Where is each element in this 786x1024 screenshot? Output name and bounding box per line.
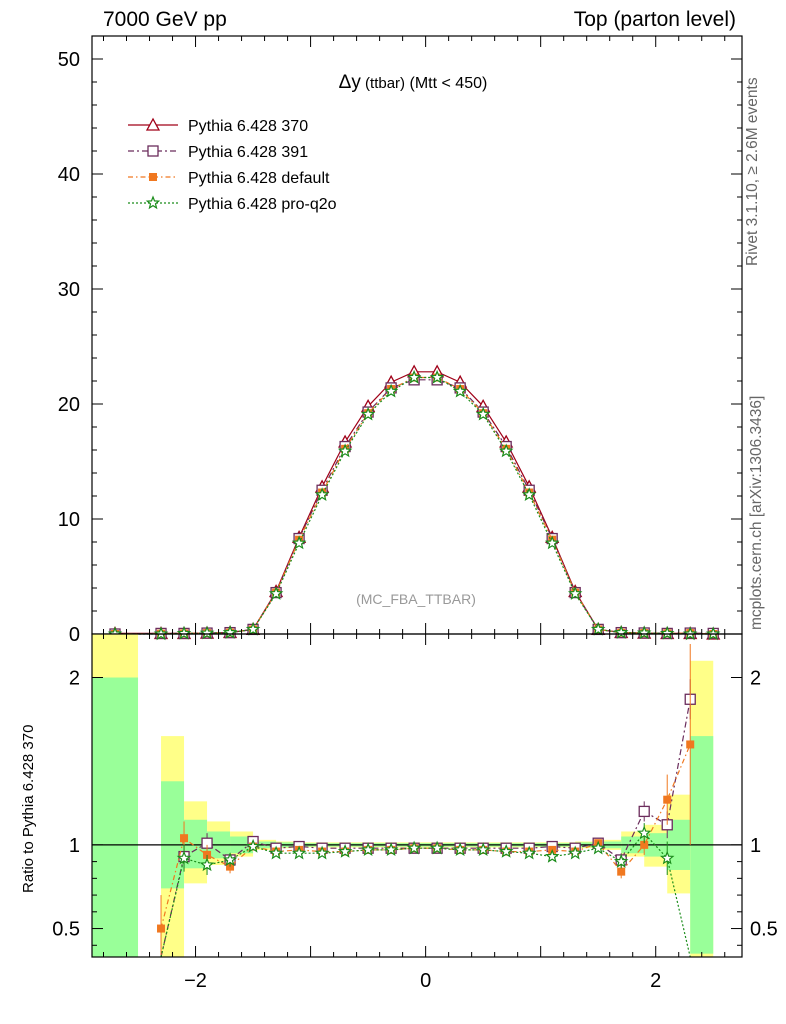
data-point [176,625,192,640]
green-uncertainty-band [115,677,139,957]
header-energy: 7000 GeV pp [103,8,227,31]
data-point [475,406,491,421]
data-point [406,369,422,384]
data-point [567,586,583,600]
x-tick-label: −2 [184,970,207,992]
main-panel: 0 10 20 30 40 50 Δy (ttbar) (Mtt < 450) (MC_FBA… [58,35,743,646]
ratio-point [617,867,626,876]
legend-label: Pythia 6.428 default [188,170,330,187]
data-point [544,535,560,550]
data-point [659,625,675,640]
ratio-point [245,838,261,853]
ratio-point [498,843,514,858]
ratio-point [222,852,238,867]
ratio-point [686,740,695,749]
y-tick-label: 20 [58,394,80,416]
data-point [337,443,353,458]
ratio-point [521,845,537,860]
ratio-point [314,845,330,860]
y-tick-label: 0 [69,624,80,646]
ratio-series-line [160,699,691,958]
data-point [222,624,238,639]
ratio-point [429,840,445,855]
data-point [383,383,399,398]
data-point [314,487,330,502]
ratio-y-tick-label-right: 0.5 [750,919,778,941]
legend-label: Pythia 6.428 pro-q2o [188,196,337,213]
ratio-point [452,842,468,857]
ratio-point [199,857,215,872]
ratio-point [638,805,650,818]
y-tick-label: 40 [58,164,80,186]
legend-marker [149,173,157,181]
data-point [636,625,652,640]
data-point [613,624,629,639]
data-point [245,621,261,636]
ratio-point [157,924,166,933]
ratio-y-tick-label-right: 1 [750,835,761,857]
ratio-point [475,842,491,857]
header-process: Top (parton level) [573,8,736,31]
data-point [199,625,215,640]
data-point [360,406,376,421]
legend-marker [145,195,161,210]
ratio-point [659,850,675,865]
ratio-point [360,842,376,857]
data-point [521,487,537,502]
data-point [268,586,284,600]
y-tick-label: 10 [58,509,80,531]
ratio-point [406,840,422,855]
data-point [452,383,468,398]
ratio-y-tick-label: 2 [69,668,80,690]
ratio-point [663,795,672,804]
ratio-point [268,845,284,860]
ratio-point [337,843,353,858]
ratio-frame [91,633,743,958]
ratio-point [590,840,606,855]
legend-marker [147,145,159,157]
data-point [291,535,307,550]
ratio-series-line [160,832,691,958]
ratio-point [176,850,192,865]
legend-label: Pythia 6.428 370 [188,118,308,135]
y-tick-label: 50 [58,49,80,71]
ratio-panel: 0.5 0.5 1 1 2 2 −2 0 2 [52,633,778,992]
data-point [590,621,606,636]
ratio-point [544,848,560,863]
green-uncertainty-band [92,677,116,957]
green-uncertainty-band [161,781,185,889]
data-point [498,443,514,458]
x-tick-label: 0 [420,970,431,992]
analysis-watermark: (MC_FBA_TTBAR) [356,591,476,607]
legend-marker [145,117,161,131]
legend-label: Pythia 6.428 391 [188,144,308,161]
ratio-y-tick-label: 1 [69,835,80,857]
ratio-point [383,842,399,857]
ratio-point [613,853,629,868]
ratio-point [567,845,583,860]
ratio-point [180,834,189,843]
x-tick-label: 2 [650,970,661,992]
y-tick-label: 30 [58,279,80,301]
ratio-point [291,845,307,860]
ratio-y-tick-label-right: 2 [750,668,761,690]
plot-title: Δy (ttbar) (Mtt < 450) [339,72,488,93]
ratio-point [636,825,652,840]
ratio-y-tick-label: 0.5 [52,919,80,941]
data-point [429,369,445,384]
